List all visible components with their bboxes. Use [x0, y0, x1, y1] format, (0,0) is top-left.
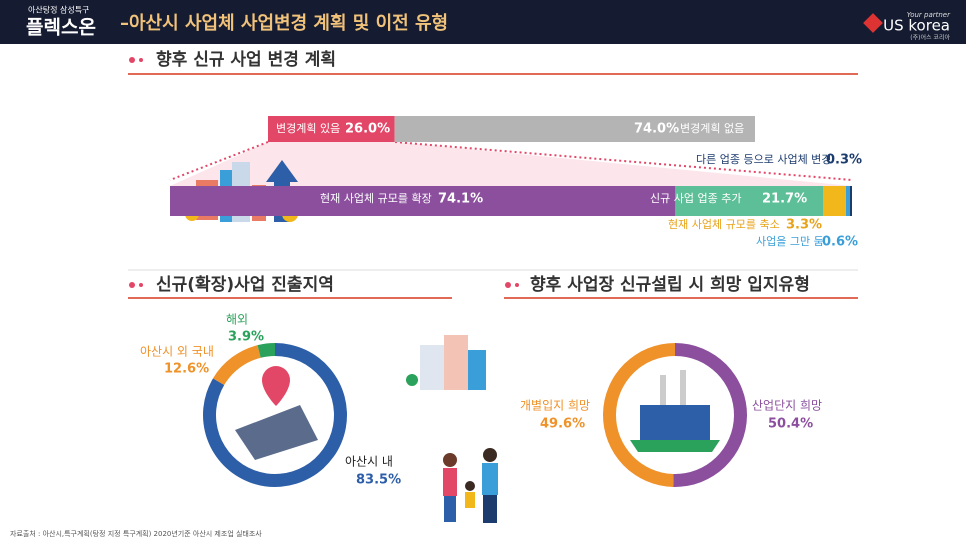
- segment-label: 현재 사업체 규모를 확장: [320, 192, 432, 205]
- slice-label: 산업단지 희망: [752, 399, 822, 413]
- segment-label: 변경계획 없음: [680, 122, 744, 135]
- value-label: 83.5%: [356, 473, 401, 488]
- value-label: 26.0%: [345, 122, 390, 137]
- header-bar: [0, 0, 966, 44]
- value-label: 21.7%: [762, 192, 807, 207]
- value-label: 74.0%: [634, 122, 679, 137]
- header-kicker: 아산탕정 삼성특구: [28, 5, 89, 15]
- bar-segment: [675, 186, 824, 216]
- segment-label: 현재 사업체 규모를 축소: [668, 218, 780, 231]
- header-title: –아산시 사업체 사업변경 계획 및 이전 유형: [120, 13, 448, 34]
- value-label: 3.9%: [228, 330, 264, 345]
- slice-label: 개별입지 희망: [520, 399, 590, 413]
- value-label: 0.6%: [822, 235, 858, 250]
- buildings-illustration: [406, 335, 486, 390]
- map-icon: [235, 366, 318, 460]
- section-title: 향후 신규 사업 변경 계획: [156, 49, 336, 70]
- section-dot: [139, 283, 143, 287]
- section-dot: [129, 282, 135, 288]
- donut-slice: [602, 343, 675, 487]
- zoom-band: [170, 142, 852, 186]
- bar-segment: [845, 186, 850, 216]
- slice-label: 해외: [226, 313, 248, 327]
- segment-label: 신규 사업 업종 추가: [650, 192, 741, 205]
- value-label: 50.4%: [768, 417, 813, 432]
- slice-label: 아산시 내: [345, 455, 393, 469]
- value-label: 0.3%: [826, 153, 862, 168]
- bar-segment: [268, 116, 395, 142]
- bar-segment: [170, 186, 676, 216]
- section-dot: [129, 57, 135, 63]
- segment-label: 사업을 그만 둠: [756, 235, 824, 248]
- logo-tagline: Your partner: [907, 11, 951, 19]
- value-label: 74.1%: [438, 192, 483, 207]
- logo-company: (주)어스 코리아: [910, 34, 950, 42]
- section-title: 신규(확장)사업 진출지역: [156, 275, 334, 295]
- donut-slice: [673, 343, 747, 487]
- zoom-line: [394, 141, 853, 181]
- header-brand: 플렉스온: [26, 17, 96, 39]
- bar-segment: [394, 116, 755, 142]
- value-label: 49.6%: [540, 417, 585, 432]
- section-title: 향후 사업장 신규설립 시 희망 입지유형: [530, 274, 810, 295]
- donut-slice: [213, 345, 261, 385]
- section-dot: [505, 282, 511, 288]
- section-dot: [139, 58, 143, 62]
- slice-label: 아산시 외 국내: [140, 345, 214, 359]
- bar-segment: [823, 186, 846, 216]
- segment-label: 변경계획 있음: [276, 122, 340, 135]
- bar-segment: [849, 186, 852, 216]
- segment-label: 다른 업종 등으로 사업체 변경: [696, 153, 831, 166]
- value-label: 3.3%: [786, 218, 822, 233]
- factory-icon: [630, 370, 720, 452]
- donut-slice: [257, 343, 275, 358]
- value-label: 12.6%: [164, 362, 209, 377]
- section-dot: [515, 283, 519, 287]
- logo-name: US korea: [883, 17, 950, 35]
- family-illustration: [443, 448, 498, 523]
- source-note: 자료출처 : 아산시,특구계획(탕정 지정 특구계획) 2020년기준 아산시 …: [10, 529, 262, 538]
